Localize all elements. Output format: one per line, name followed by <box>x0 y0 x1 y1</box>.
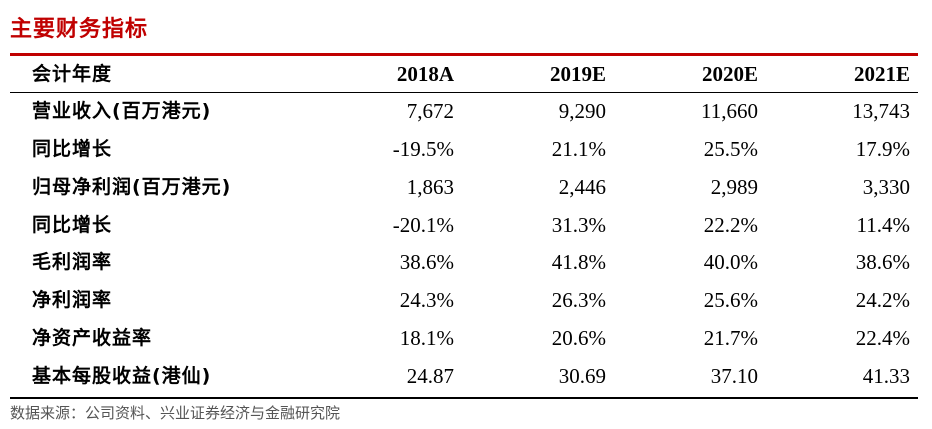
table-cell: 9,290 <box>558 99 606 124</box>
table-cell: 24.87 <box>406 363 454 388</box>
table-cell: -20.1% <box>392 212 454 237</box>
table-cell: 3,330 <box>862 174 910 199</box>
financial-table: 会计年度 2018A 2019E 2020E 2021E 营业收入(百万港元) … <box>10 56 918 395</box>
table-cell: 21.1% <box>551 137 606 162</box>
table-cell: 41.8% <box>551 250 606 275</box>
table-row: 净利润率 24.3% 26.3% 25.6% 24.2% <box>10 282 918 320</box>
table-cell: 2,446 <box>558 174 606 199</box>
table-cell: 21.7% <box>703 325 758 350</box>
page-title: 主要财务指标 <box>10 17 149 42</box>
table-header-row: 会计年度 2018A 2019E 2020E 2021E <box>10 56 918 93</box>
row-label: 毛利润率 <box>32 251 113 274</box>
header-label: 会计年度 <box>32 62 113 85</box>
table-row: 净资产收益率 18.1% 20.6% 21.7% 22.4% <box>10 320 918 358</box>
source-note: 数据来源：公司资料、兴业证券经济与金融研究院 <box>10 404 341 422</box>
row-label: 同比增长 <box>32 213 113 236</box>
header-year: 2020E <box>701 61 758 86</box>
table-cell: 17.9% <box>855 137 910 162</box>
table-cell: 40.0% <box>703 250 758 275</box>
table-row: 基本每股收益(港仙) 24.87 30.69 37.10 41.33 <box>10 357 918 395</box>
table-cell: 25.5% <box>703 137 758 162</box>
title-divider <box>10 53 918 56</box>
table-cell: -19.5% <box>392 137 454 162</box>
table-cell: 20.6% <box>551 325 606 350</box>
table-cell: 38.6% <box>855 250 910 275</box>
table-cell: 22.4% <box>855 325 910 350</box>
row-label: 营业收入(百万港元) <box>32 100 212 123</box>
table-cell: 7,672 <box>406 99 454 124</box>
table-row: 同比增长 -19.5% 21.1% 25.5% 17.9% <box>10 131 918 169</box>
table-cell: 26.3% <box>551 288 606 313</box>
table-cell: 2,989 <box>710 174 758 199</box>
table-cell: 38.6% <box>399 250 454 275</box>
header-year: 2019E <box>549 61 606 86</box>
table-row: 毛利润率 38.6% 41.8% 40.0% 38.6% <box>10 244 918 282</box>
table-cell: 25.6% <box>703 288 758 313</box>
row-label: 同比增长 <box>32 138 113 161</box>
table-cell: 11.4% <box>856 212 910 237</box>
header-year: 2018A <box>396 61 454 86</box>
table-cell: 11,660 <box>701 99 758 124</box>
table-cell: 18.1% <box>399 325 454 350</box>
table-cell: 1,863 <box>406 174 454 199</box>
table-row: 归母净利润(百万港元) 1,863 2,446 2,989 3,330 <box>10 169 918 207</box>
row-label: 归母净利润(百万港元) <box>32 175 232 198</box>
row-label: 净利润率 <box>32 289 113 312</box>
table-cell: 13,743 <box>852 99 910 124</box>
row-label: 净资产收益率 <box>32 326 153 349</box>
table-cell: 37.10 <box>710 363 758 388</box>
table-bottom-divider <box>10 397 918 399</box>
table-cell: 22.2% <box>703 212 758 237</box>
header-year: 2021E <box>853 61 910 86</box>
table-cell: 24.2% <box>855 288 910 313</box>
table-cell: 24.3% <box>399 288 454 313</box>
table-cell: 41.33 <box>862 363 910 388</box>
table-row: 营业收入(百万港元) 7,672 9,290 11,660 13,743 <box>10 93 918 131</box>
row-label: 基本每股收益(港仙) <box>32 364 212 387</box>
table-cell: 30.69 <box>558 363 606 388</box>
table-cell: 31.3% <box>551 212 606 237</box>
table-row: 同比增长 -20.1% 31.3% 22.2% 11.4% <box>10 206 918 244</box>
